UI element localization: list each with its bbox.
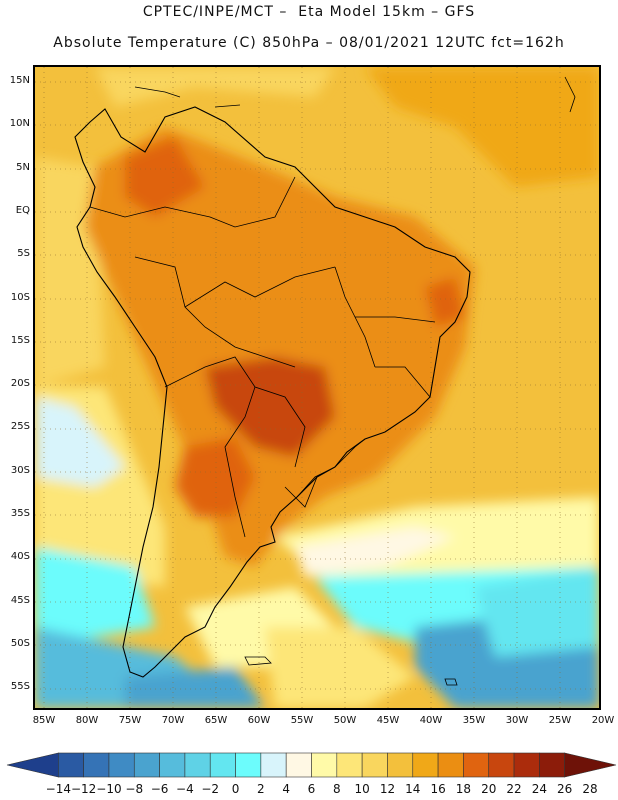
caribbean-islands bbox=[134, 76, 576, 686]
colorbar-label: 10 bbox=[354, 782, 370, 796]
colorbar-label: −6 bbox=[150, 782, 169, 796]
colorbar-label: 12 bbox=[379, 782, 396, 796]
lat-label: 10N bbox=[9, 118, 30, 130]
lon-label: 70W bbox=[161, 715, 185, 726]
lat-label: 10S bbox=[10, 291, 30, 303]
lat-label: 15N bbox=[9, 75, 30, 86]
colorbar-label: −8 bbox=[125, 782, 144, 796]
lat-label: 30S bbox=[10, 464, 30, 476]
lon-label: 65W bbox=[204, 715, 228, 726]
colorbar-swatch bbox=[564, 752, 617, 778]
colorbar-swatch bbox=[336, 752, 363, 778]
colorbar-swatch bbox=[58, 752, 84, 778]
lat-label: 55S bbox=[10, 681, 30, 693]
lat-label: 35S bbox=[10, 508, 30, 519]
lon-label: 60W bbox=[247, 715, 271, 726]
colorbar-label: 0 bbox=[231, 782, 240, 796]
lon-label: 25W bbox=[548, 715, 572, 726]
colorbar-swatch bbox=[387, 752, 414, 778]
colorbar-label: −4 bbox=[176, 782, 194, 796]
lat-label: 5S bbox=[17, 248, 30, 260]
colorbar-label: 20 bbox=[481, 782, 497, 796]
title-line-2: Absolute Temperature (C) 850hPa – 08/01/… bbox=[53, 35, 565, 51]
colorbar-swatch bbox=[235, 752, 262, 778]
colorbar-swatch bbox=[412, 752, 439, 778]
colorbar-label: 6 bbox=[307, 782, 316, 796]
colorbar-swatch bbox=[209, 752, 236, 778]
colorbar-label: −12 bbox=[70, 782, 97, 796]
lon-label: 80W bbox=[75, 715, 99, 726]
lat-label: 5N bbox=[16, 161, 30, 173]
colorbar-swatch bbox=[133, 752, 160, 778]
lon-label: 85W bbox=[32, 715, 56, 726]
colorbar-label: −2 bbox=[201, 782, 220, 796]
colorbar-label: 28 bbox=[582, 782, 598, 796]
colorbar-swatch bbox=[184, 752, 211, 778]
lat-label: 15S bbox=[10, 334, 30, 346]
lon-label: 55W bbox=[290, 715, 314, 726]
lat-label: 20S bbox=[10, 378, 30, 390]
colorbar-label: −14 bbox=[45, 782, 71, 796]
colorbar-label: 14 bbox=[405, 782, 421, 796]
temperature-map bbox=[33, 65, 601, 710]
temperature-field bbox=[35, 67, 599, 708]
colorbar-label: 4 bbox=[282, 782, 290, 796]
colorbar-label: 8 bbox=[332, 782, 341, 796]
lat-label: 50S bbox=[10, 637, 30, 649]
colorbar-swatch bbox=[361, 752, 388, 778]
lon-label: 50W bbox=[333, 715, 357, 726]
graticule bbox=[35, 67, 599, 708]
colorbar-svg bbox=[6, 752, 617, 778]
colorbar-swatch bbox=[437, 752, 464, 778]
lon-label: 75W bbox=[118, 715, 142, 726]
colorbar-label: 22 bbox=[506, 782, 522, 796]
map-svg bbox=[35, 67, 599, 708]
lat-label: 40S bbox=[10, 551, 30, 563]
colorbar-swatch bbox=[311, 752, 338, 778]
colorbar-swatch bbox=[513, 752, 540, 778]
colorbar-swatch bbox=[285, 752, 312, 778]
lon-label: 20W bbox=[591, 715, 615, 726]
lon-label: 35W bbox=[462, 715, 486, 726]
lat-label: 45S bbox=[10, 594, 30, 606]
colorbar-label: −10 bbox=[96, 782, 122, 796]
colorbar-swatch bbox=[463, 752, 490, 778]
colorbar-label: 18 bbox=[455, 782, 472, 796]
country-borders bbox=[89, 176, 436, 538]
colorbar-swatch bbox=[159, 752, 186, 778]
lon-label: 40W bbox=[419, 715, 443, 726]
lon-label: 30W bbox=[505, 715, 529, 726]
colorbar-swatch bbox=[6, 752, 59, 778]
title-line-1: CPTEC/INPE/MCT – Eta Model 15km – GFS bbox=[142, 4, 476, 20]
colorbar-swatch bbox=[539, 752, 565, 778]
colorbar-swatch bbox=[83, 752, 110, 778]
lat-label: EQ bbox=[15, 204, 30, 216]
lat-label: 25S bbox=[10, 421, 30, 433]
lon-label: 45W bbox=[376, 715, 400, 726]
colorbar-label: 2 bbox=[257, 782, 265, 796]
colorbar-label: 24 bbox=[531, 782, 547, 796]
colorbar-swatch bbox=[488, 752, 515, 778]
colorbar-label: 16 bbox=[430, 782, 446, 796]
colorbar-swatch bbox=[260, 752, 287, 778]
colorbar-swatch bbox=[108, 752, 135, 778]
colorbar-label: 26 bbox=[557, 782, 573, 796]
south-america-coastline bbox=[74, 106, 471, 678]
